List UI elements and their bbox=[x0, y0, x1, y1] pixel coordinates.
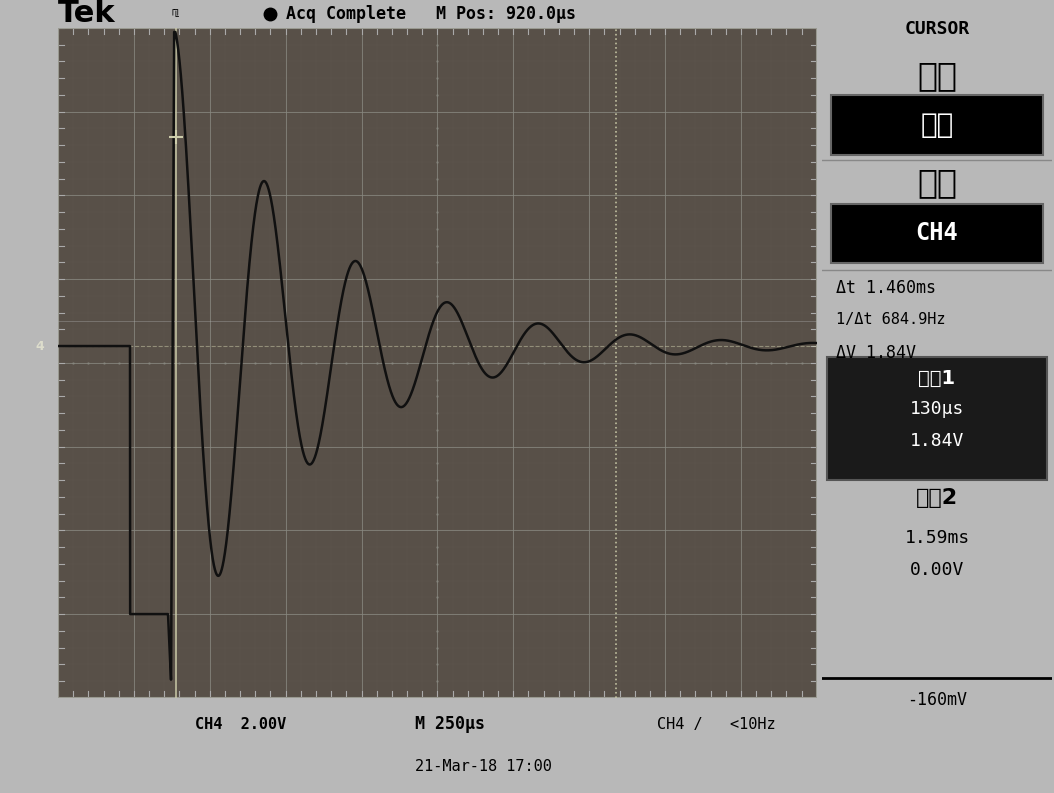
Text: 130μs: 130μs bbox=[910, 400, 964, 419]
Text: CH4: CH4 bbox=[916, 221, 958, 245]
Text: ΔV 1.84V: ΔV 1.84V bbox=[836, 344, 916, 362]
Text: 类型: 类型 bbox=[917, 59, 957, 93]
Text: -160mV: -160mV bbox=[907, 691, 967, 710]
Text: 1.59ms: 1.59ms bbox=[904, 529, 970, 547]
Text: 21-Mar-18 17:00: 21-Mar-18 17:00 bbox=[414, 759, 551, 774]
Text: └: └ bbox=[173, 12, 178, 21]
Bar bbox=[832, 95, 1042, 155]
Text: CURSOR: CURSOR bbox=[904, 20, 970, 38]
Text: M 250μs: M 250μs bbox=[414, 715, 485, 734]
Text: 光标2: 光标2 bbox=[916, 488, 958, 508]
Text: Δt 1.460ms: Δt 1.460ms bbox=[836, 279, 936, 297]
Text: 时间: 时间 bbox=[920, 110, 954, 139]
Text: 1.84V: 1.84V bbox=[910, 432, 964, 450]
Bar bbox=[832, 204, 1042, 263]
Text: Acq Complete   M Pos: 920.0μs: Acq Complete M Pos: 920.0μs bbox=[286, 5, 575, 23]
Text: 信源: 信源 bbox=[917, 167, 957, 200]
Text: ┌┐: ┌┐ bbox=[170, 6, 181, 16]
Text: CH4  2.00V: CH4 2.00V bbox=[195, 717, 286, 732]
Text: Tek: Tek bbox=[58, 0, 116, 29]
Text: 1/Δt 684.9Hz: 1/Δt 684.9Hz bbox=[836, 312, 945, 327]
Text: 4: 4 bbox=[36, 339, 44, 353]
Text: 光标1: 光标1 bbox=[918, 369, 956, 388]
Text: 0.00V: 0.00V bbox=[910, 561, 964, 579]
Text: CH4 /   <10Hz: CH4 / <10Hz bbox=[658, 717, 776, 732]
Bar bbox=[826, 357, 1048, 480]
